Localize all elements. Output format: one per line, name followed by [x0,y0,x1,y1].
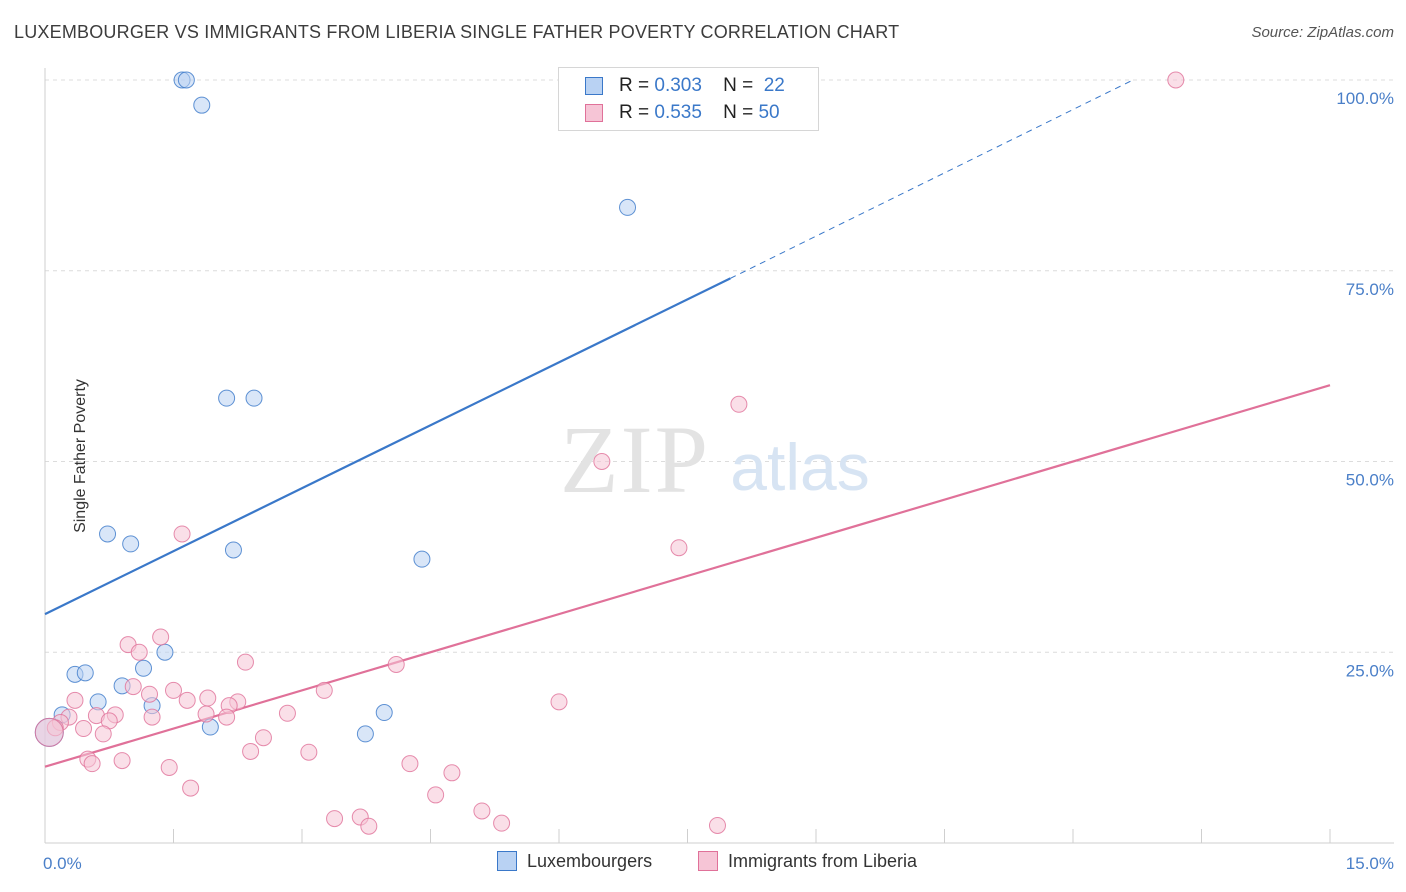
legend-n-value: 22 [763,75,785,96]
point-liberia [130,643,148,661]
point-luxembourgers [156,643,174,661]
axes [44,68,1394,844]
point-liberia [34,717,64,747]
point-liberia [550,693,568,711]
point-liberia [315,681,333,699]
point-liberia [178,691,196,709]
bottom-legend-liberia: Immigrants from Liberia [698,851,917,872]
bottom-legend-label: Immigrants from Liberia [728,851,918,871]
watermark-atlas: atlas [730,430,869,504]
legend-n-label: N = [723,102,754,123]
trend-line-liberia [44,384,1331,768]
point-liberia [152,628,170,646]
y-axis-label: Single Father Poverty [71,379,89,533]
point-liberia [197,705,215,723]
point-liberia [199,689,217,707]
point-liberia [493,814,511,832]
bottom-legend-swatch-blue [497,851,517,871]
point-luxembourgers [193,96,211,114]
point-liberia [94,725,112,743]
point-liberia [708,816,726,834]
source-credit: Source: ZipAtlas.com [1251,24,1394,41]
legend-n-label: N = [723,75,754,96]
tick-labels: 25.0% 50.0% 75.0% 100.0% 0.0% 15.0% [43,89,1394,873]
y-tick-label: 75.0% [1346,280,1394,299]
point-liberia [443,764,461,782]
legend-r-value: 0.303 [654,75,702,96]
point-liberia [113,752,131,770]
bottom-legend-label: Luxembourgers [527,851,653,871]
data-points [34,71,1185,835]
point-luxembourgers [413,550,431,568]
y-tick-label: 25.0% [1346,661,1394,680]
point-liberia [360,817,378,835]
point-liberia [182,779,200,797]
point-liberia [83,755,101,773]
point-luxembourgers [177,71,195,89]
point-liberia [254,729,272,747]
point-liberia [236,653,254,671]
legend-r-label: R = [619,75,650,96]
x-tick-label: 0.0% [43,854,82,873]
point-liberia [218,708,236,726]
point-liberia [165,681,182,699]
point-liberia [427,786,445,804]
trend-line-extension [730,79,1134,279]
point-luxembourgers [375,704,393,722]
legend-r-value: 0.535 [654,102,702,123]
point-liberia [670,539,688,557]
legend-r-label: R = [619,102,650,123]
point-liberia [401,755,419,773]
point-liberia [173,525,191,543]
point-liberia [387,655,405,673]
point-luxembourgers [122,535,140,553]
point-liberia [300,743,318,761]
point-liberia [66,691,84,709]
point-liberia [124,678,142,696]
bottom-legend-swatch-pink [698,851,718,871]
point-liberia [278,704,296,722]
point-liberia [141,685,159,703]
point-liberia [730,395,748,413]
trend-line-luxembourgers [44,277,731,616]
point-liberia [326,810,344,828]
legend-swatch-pink [585,104,603,122]
trend-lines [44,79,1331,768]
y-tick-label: 50.0% [1346,471,1394,490]
legend-swatch-blue [585,77,603,95]
point-luxembourgers [356,725,374,743]
point-liberia [1167,71,1185,89]
chart-title: LUXEMBOURGER VS IMMIGRANTS FROM LIBERIA … [14,22,900,42]
point-luxembourgers [76,664,94,682]
point-liberia [242,742,260,760]
y-tick-label: 100.0% [1336,89,1394,108]
point-liberia [75,720,93,738]
bottom-legend-luxembourgers: Luxembourgers [497,851,652,872]
watermark: ZIP atlas [560,406,870,513]
stats-legend: R = 0.303 N = 22 R = 0.535 N = 50 [558,67,819,131]
point-luxembourgers [135,659,153,677]
point-luxembourgers [99,525,117,543]
x-tick-label: 15.0% [1346,854,1394,873]
point-luxembourgers [224,541,242,559]
legend-n-value: 50 [758,102,780,123]
point-luxembourgers [218,389,236,407]
point-luxembourgers [245,389,263,407]
point-liberia [143,708,161,726]
point-liberia [160,758,178,776]
point-luxembourgers [619,198,637,216]
point-liberia [473,802,491,820]
watermark-zip: ZIP [560,406,710,513]
point-liberia [593,453,611,470]
